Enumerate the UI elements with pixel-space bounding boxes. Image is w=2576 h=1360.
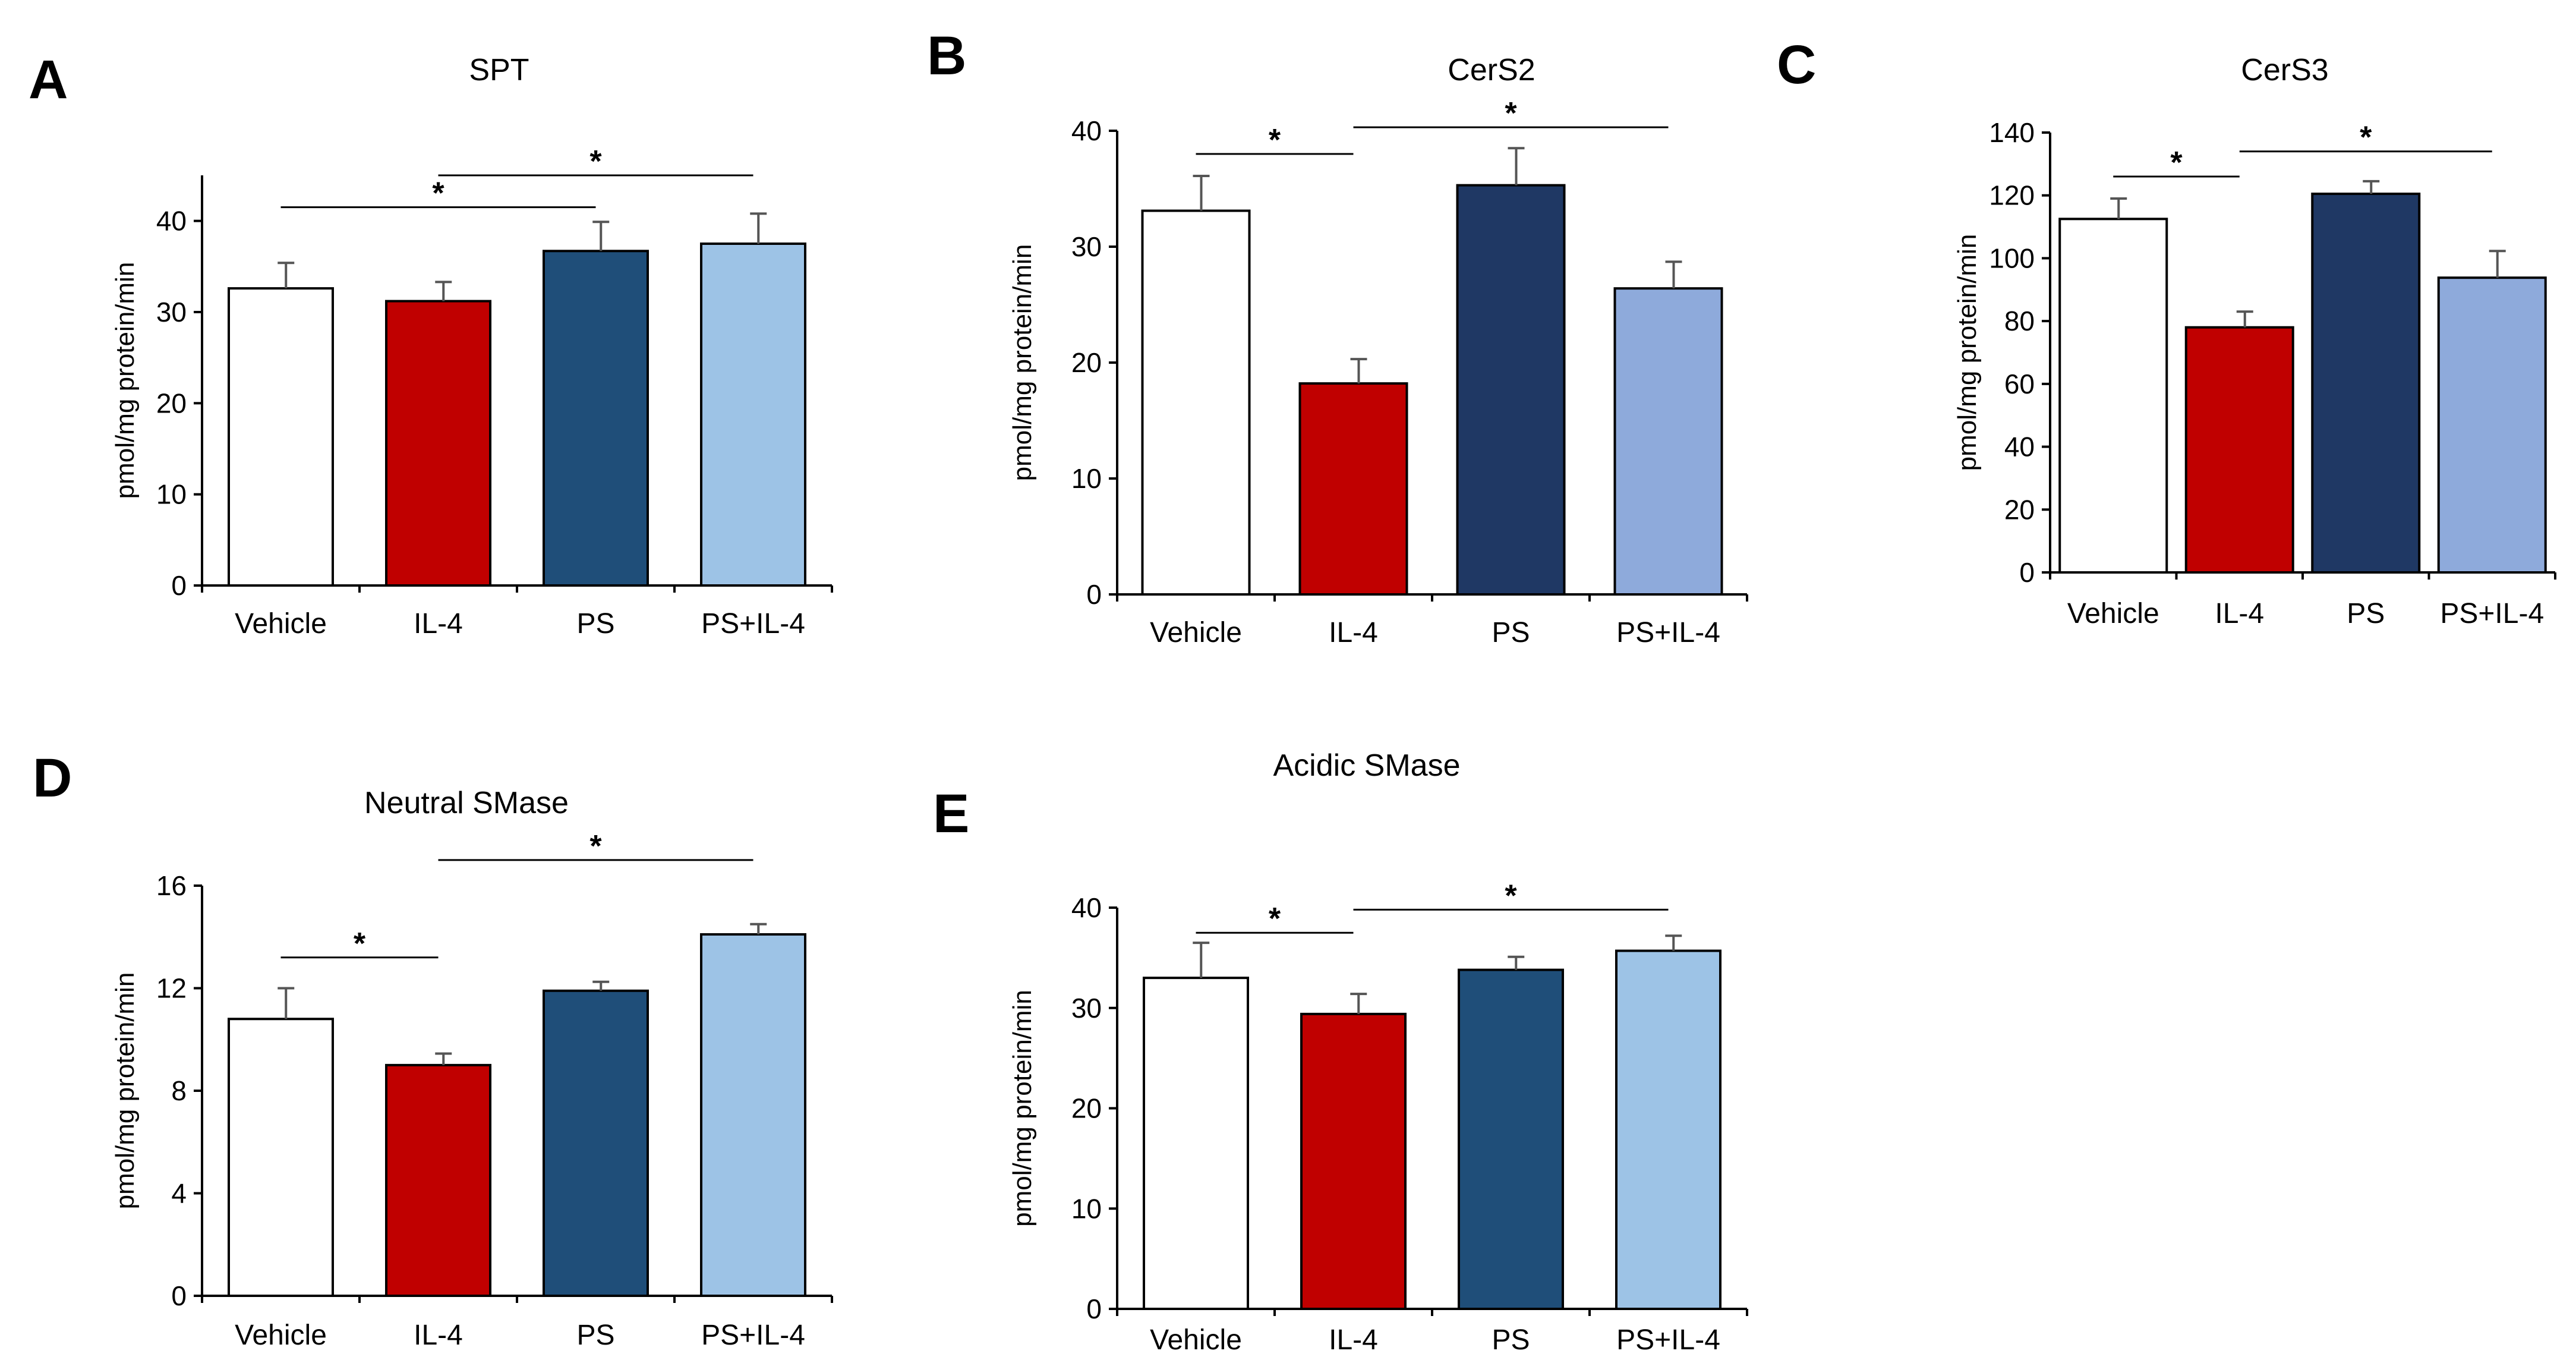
y-axis-label: pmol/mg protein/min — [1008, 244, 1037, 481]
y-tick-label: 60 — [2004, 369, 2035, 399]
chart-title: Acidic SMase — [1273, 748, 1461, 783]
x-category-label: Vehicle — [2067, 598, 2159, 629]
y-tick-label: 12 — [156, 973, 187, 1004]
y-tick-label: 120 — [1989, 180, 2035, 211]
y-tick-label: 30 — [1071, 993, 1102, 1024]
significance-star: * — [1505, 879, 1517, 913]
bar-ps — [1458, 968, 1564, 1310]
x-category-label: PS — [2347, 598, 2385, 629]
y-tick-label: 10 — [1071, 463, 1102, 494]
y-tick-label: 0 — [1086, 1293, 1102, 1324]
y-tick-label: 0 — [171, 570, 187, 601]
chart-panel-b: B CerS2 pmol/mg protein/min 0 10 20 30 40 Vehicl… — [927, 26, 1748, 648]
x-category-label: IL-4 — [1329, 1324, 1378, 1356]
x-category-label: Vehicle — [235, 608, 327, 640]
x-category-label: PS+IL-4 — [701, 1320, 805, 1351]
bar-ps — [543, 989, 649, 1297]
x-category-label: PS+IL-4 — [701, 608, 805, 640]
y-tick-label: 10 — [1071, 1193, 1102, 1224]
x-category-label: Vehicle — [1150, 1324, 1242, 1356]
y-tick-label: 0 — [2019, 557, 2035, 588]
y-tick-label: 30 — [1071, 231, 1102, 262]
y-tick-label: 40 — [2004, 432, 2035, 462]
panel-letter: A — [29, 49, 68, 110]
y-axis-label: pmol/mg protein/min — [1953, 234, 1982, 471]
bar-vehicle — [2058, 218, 2168, 574]
chart-title: Neutral SMase — [364, 786, 569, 820]
x-category-label: PS — [576, 1320, 614, 1351]
y-tick-label: 4 — [171, 1178, 187, 1209]
chart-panel-e: E Acidic SMase pmol/mg protein/min 0 10 20 30 4… — [933, 748, 1748, 1356]
chart-title: CerS3 — [2241, 53, 2328, 87]
x-category-label: IL-4 — [414, 608, 463, 640]
significance-star: * — [1505, 96, 1517, 131]
x-category-label: PS — [1492, 617, 1530, 648]
x-category-label: PS — [576, 608, 614, 640]
x-category-label: PS — [1492, 1324, 1530, 1356]
y-tick-label: 20 — [156, 388, 187, 418]
x-category-label: PS+IL-4 — [1616, 617, 1720, 648]
significance-star: * — [589, 829, 602, 864]
significance-star: * — [2170, 146, 2183, 180]
y-tick-label: 40 — [1071, 892, 1102, 923]
x-category-label: IL-4 — [1329, 617, 1378, 648]
bar-ps-il-4 — [1613, 287, 1723, 596]
panel-letter: B — [927, 26, 966, 86]
y-tick-label: 80 — [2004, 306, 2035, 336]
significance-star: * — [2360, 121, 2372, 155]
panel-letter: D — [33, 748, 72, 808]
bar-il-4 — [1300, 1012, 1407, 1310]
panel-letter: C — [1777, 34, 1816, 95]
bar-ps — [2311, 193, 2421, 574]
x-category-label: PS+IL-4 — [2440, 598, 2544, 629]
y-tick-label: 10 — [156, 479, 187, 510]
panel-letter: E — [933, 783, 969, 844]
y-axis-label: pmol/mg protein/min — [111, 262, 140, 499]
bar-ps-il-4 — [700, 933, 806, 1297]
chart-panel-a: A SPT pmol/mg protein/min 0 10 20 30 40 Vehicle I… — [29, 49, 833, 640]
bar-ps-il-4 — [2437, 276, 2547, 574]
y-tick-label: 20 — [2004, 494, 2035, 525]
x-category-label: Vehicle — [235, 1320, 327, 1351]
y-tick-label: 30 — [156, 297, 187, 328]
bar-vehicle — [1141, 209, 1251, 596]
significance-star: * — [1269, 902, 1281, 936]
y-tick-label: 40 — [156, 206, 187, 237]
chart-panel-d: D Neutral SMase pmol/mg protein/min 0 4 8 12 16… — [33, 748, 833, 1351]
y-tick-label: 140 — [1989, 117, 2035, 148]
y-axis-label: pmol/mg protein/min — [111, 972, 140, 1210]
y-tick-label: 0 — [171, 1280, 187, 1311]
bar-vehicle — [228, 287, 334, 587]
bar-il-4 — [1298, 382, 1408, 596]
bar-il-4 — [385, 1063, 491, 1297]
significance-star: * — [432, 177, 444, 211]
bar-ps-il-4 — [1615, 949, 1721, 1310]
y-tick-label: 8 — [171, 1075, 187, 1106]
y-tick-label: 20 — [1071, 1093, 1102, 1124]
y-tick-label: 100 — [1989, 243, 2035, 273]
y-tick-label: 0 — [1086, 579, 1102, 610]
bar-ps — [1456, 184, 1566, 596]
chart-title: SPT — [469, 53, 529, 87]
y-tick-label: 20 — [1071, 347, 1102, 378]
bar-il-4 — [385, 300, 491, 587]
x-category-label: PS+IL-4 — [1616, 1324, 1720, 1356]
significance-star: * — [1269, 123, 1281, 158]
significance-star: * — [589, 144, 602, 179]
y-axis-label: pmol/mg protein/min — [1008, 990, 1037, 1227]
bar-il-4 — [2184, 326, 2294, 574]
x-category-label: IL-4 — [2215, 598, 2264, 629]
x-category-label: Vehicle — [1150, 617, 1242, 648]
chart-title: CerS2 — [1448, 53, 1535, 87]
bar-ps-il-4 — [700, 243, 806, 587]
significance-star: * — [354, 927, 366, 961]
bar-ps — [543, 250, 649, 587]
y-tick-label: 40 — [1071, 115, 1102, 146]
x-category-label: IL-4 — [414, 1320, 463, 1351]
chart-panel-c: C CerS3 pmol/mg protein/min 0 20 40 60 80 100 120… — [1777, 34, 2556, 629]
bar-vehicle — [1143, 977, 1249, 1310]
y-tick-label: 16 — [156, 870, 187, 901]
bar-vehicle — [228, 1018, 334, 1297]
